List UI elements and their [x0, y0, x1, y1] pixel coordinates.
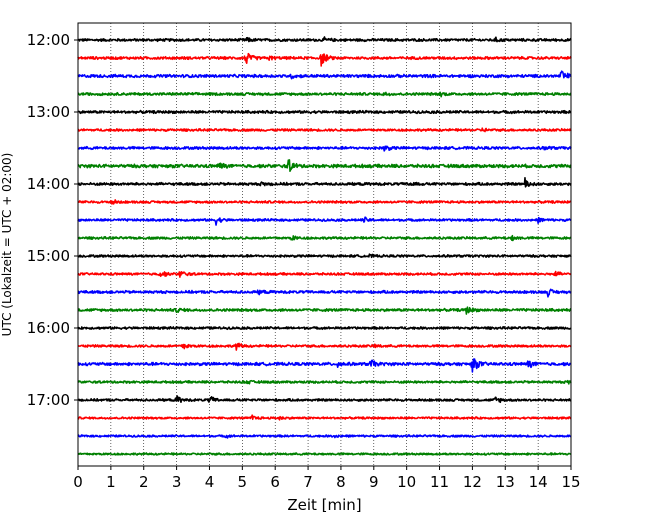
- trace-16-00: [77, 325, 572, 331]
- y-tick-label: 13:00: [27, 103, 70, 121]
- x-tick-label: 6: [270, 473, 280, 491]
- trace-14-15: [77, 199, 572, 205]
- trace-15-45: [77, 306, 572, 315]
- trace-group: [77, 36, 572, 456]
- trace-16-45: [77, 379, 572, 385]
- trace-14-00: [77, 176, 572, 188]
- x-tick-label: 9: [369, 473, 379, 491]
- x-tick-label: 0: [73, 473, 83, 491]
- trace-16-15: [77, 342, 572, 351]
- y-tick-label: 17:00: [27, 391, 70, 409]
- trace-17-00: [77, 395, 572, 404]
- x-tick-label: 13: [496, 473, 515, 491]
- trace-12-00: [77, 36, 572, 43]
- y-tick-label: 12:00: [27, 31, 70, 49]
- trace-17-15: [77, 414, 572, 421]
- x-tick-label: 12: [463, 473, 482, 491]
- y-tick-label: 15:00: [27, 247, 70, 265]
- plot-frame: [77, 22, 572, 467]
- trace-14-45: [77, 234, 572, 242]
- x-axis: 0 1 2 3 4 5 6 7 8 9 10 11 12 13 14 15: [73, 466, 581, 491]
- trace-12-45: [77, 91, 572, 98]
- x-tick-label: 3: [172, 473, 182, 491]
- trace-17-45: [77, 452, 572, 456]
- x-tick-label: 1: [106, 473, 116, 491]
- x-tick-label: 8: [336, 473, 346, 491]
- trace-15-15: [77, 270, 572, 278]
- y-axis-title: UTC (Lokalzeit = UTC + 02:00): [0, 153, 14, 337]
- x-tick-label: 5: [238, 473, 248, 491]
- x-tick-label: 14: [529, 473, 548, 491]
- x-tick-label: 2: [139, 473, 149, 491]
- x-tick-label: 7: [303, 473, 313, 491]
- trace-14-30: [77, 216, 572, 226]
- y-axis: 12:00 13:00 14:00 15:00 16:00 17:00: [27, 31, 78, 409]
- trace-13-45: [77, 159, 572, 173]
- x-tick-label: 4: [205, 473, 215, 491]
- y-tick-label: 14:00: [27, 175, 70, 193]
- x-tick-label: 15: [561, 473, 580, 491]
- x-tick-label: 10: [397, 473, 416, 491]
- trace-13-15: [77, 127, 572, 133]
- trace-13-00: [77, 109, 572, 115]
- trace-13-30: [77, 145, 572, 152]
- x-tick-label: 11: [430, 473, 449, 491]
- trace-12-30: [77, 70, 572, 80]
- trace-15-30: [77, 288, 572, 298]
- y-tick-label: 16:00: [27, 319, 70, 337]
- trace-12-15: [77, 52, 572, 67]
- trace-17-30: [77, 434, 572, 439]
- trace-16-30: [77, 358, 572, 373]
- trace-15-00: [77, 253, 572, 259]
- x-axis-title: Zeit [min]: [287, 496, 361, 514]
- grid: [110, 23, 539, 466]
